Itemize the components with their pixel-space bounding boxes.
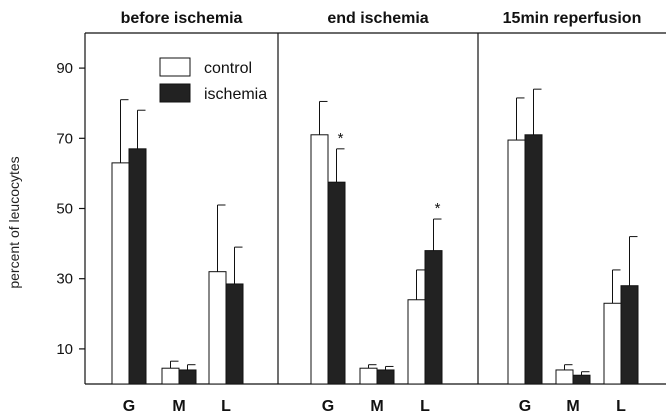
significance-star: * (435, 200, 441, 217)
y-tick-label: 30 (56, 271, 73, 288)
bar (310, 134, 329, 385)
legend-swatch (159, 57, 191, 77)
bar (407, 299, 426, 385)
bar (161, 367, 180, 385)
y-tick-label: 90 (56, 60, 73, 77)
bar (178, 369, 197, 385)
bar (376, 369, 395, 385)
x-category-label: G (123, 398, 135, 415)
bar (327, 181, 346, 385)
bar (424, 250, 443, 385)
x-category-label: L (616, 398, 626, 415)
bar (225, 283, 244, 385)
y-tick-label: 70 (56, 130, 73, 147)
legend-label: ischemia (204, 86, 267, 103)
bar (524, 134, 543, 385)
bar (603, 302, 622, 385)
bar (620, 285, 639, 385)
x-category-label: M (370, 398, 383, 415)
y-axis-title: percent of leucocytes (6, 156, 22, 288)
bar (507, 139, 526, 385)
panel-title: 15min reperfusion (503, 10, 642, 27)
bar (555, 369, 574, 385)
x-category-label: M (566, 398, 579, 415)
legend-swatch (159, 83, 191, 103)
bar (572, 374, 591, 385)
x-category-label: G (322, 398, 334, 415)
x-category-label: M (172, 398, 185, 415)
bar (128, 148, 147, 385)
bar (111, 162, 130, 385)
panel-title: before ischemia (121, 10, 243, 27)
x-category-label: L (420, 398, 430, 415)
bar (208, 271, 227, 385)
y-tick-label: 50 (56, 201, 73, 218)
y-tick-label: 10 (56, 341, 73, 358)
panel-title: end ischemia (327, 10, 428, 27)
legend-label: control (204, 60, 252, 77)
x-category-label: G (519, 398, 531, 415)
x-category-label: L (221, 398, 231, 415)
bar (359, 367, 378, 385)
significance-star: * (338, 130, 344, 147)
